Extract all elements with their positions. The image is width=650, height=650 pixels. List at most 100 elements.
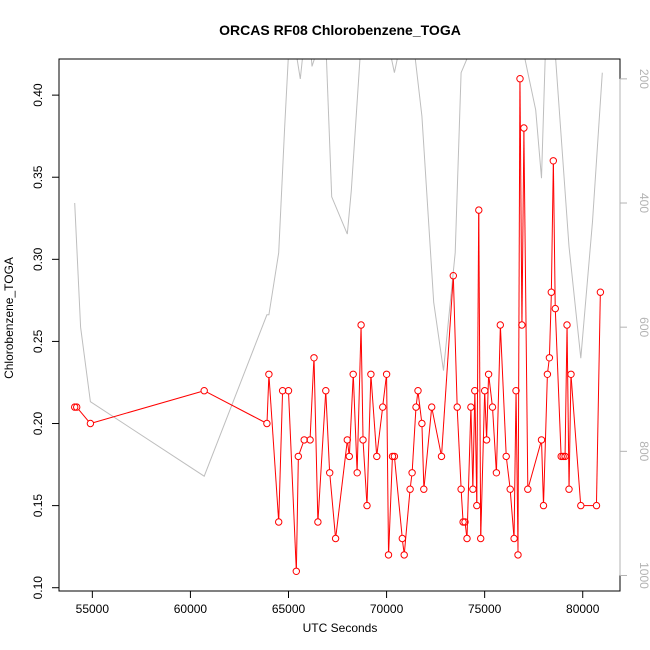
data-point — [326, 469, 334, 477]
data-point — [459, 518, 467, 526]
series-segment — [452, 278, 458, 404]
data-point — [310, 354, 318, 362]
data-point — [363, 501, 371, 510]
series-segment — [382, 377, 387, 404]
data-point — [463, 534, 471, 543]
data-point — [563, 321, 571, 329]
data-point — [200, 387, 208, 395]
data-point — [524, 485, 532, 493]
x-tick-label: 70000 — [370, 602, 404, 616]
series-segment — [411, 410, 417, 470]
data-point — [408, 469, 416, 477]
data-point — [596, 288, 605, 296]
data-point — [543, 370, 552, 378]
data-point — [473, 501, 481, 510]
data-point — [437, 452, 446, 461]
series-segment — [460, 492, 464, 519]
data-point — [420, 485, 428, 493]
data-point — [343, 436, 351, 444]
y2-tick-label: 200 — [637, 69, 650, 89]
data-point — [516, 75, 524, 83]
axes: 0.10 0.15 0.20 0.25 0.30 0.35 0.40 55000 60000 65… — [31, 58, 650, 616]
series-segment — [431, 410, 442, 454]
data-point — [353, 469, 361, 477]
series-segment — [329, 475, 336, 536]
data-point — [567, 370, 575, 378]
data-point — [284, 387, 293, 395]
data-point — [520, 124, 528, 132]
series-segment — [347, 443, 350, 454]
series-segment — [549, 295, 552, 355]
series-segment — [470, 410, 474, 487]
series-segment — [547, 360, 550, 372]
y-tick-label: 0.35 — [31, 165, 45, 189]
data-point — [382, 370, 391, 378]
x-tick-label: 55000 — [76, 602, 110, 616]
data-point — [388, 452, 397, 461]
series-segment — [550, 163, 554, 290]
series-segment — [206, 391, 265, 423]
data-point — [449, 272, 457, 280]
series-segment — [352, 377, 358, 470]
data-point — [467, 403, 475, 411]
data-point — [477, 534, 485, 543]
series-segment — [464, 525, 468, 536]
series-segment — [519, 81, 523, 322]
data-point — [481, 387, 489, 395]
series-segment — [472, 393, 476, 487]
y2-tick-label: 600 — [637, 317, 650, 337]
series-segment — [417, 393, 422, 421]
series-segment — [295, 459, 299, 569]
series-segment — [523, 131, 529, 487]
x-axis-label: UTC Seconds — [303, 621, 378, 635]
series-segment — [496, 328, 501, 470]
data-point — [428, 403, 436, 411]
series-segment — [388, 459, 393, 552]
series-segment — [268, 377, 279, 519]
y-tick-label: 0.25 — [31, 329, 45, 353]
series-segment — [480, 393, 486, 536]
chlorobenzene-series — [71, 75, 605, 575]
series-segment — [370, 377, 377, 454]
y-tick-label: 0.30 — [31, 247, 45, 271]
data-point — [322, 387, 330, 395]
data-point — [357, 321, 365, 329]
series-segment — [596, 295, 601, 503]
series-segment — [488, 377, 493, 404]
x-tick-label: 75000 — [468, 602, 502, 616]
data-point — [359, 436, 367, 444]
data-point — [390, 452, 399, 461]
series-segment — [325, 393, 330, 470]
data-point — [331, 534, 340, 543]
data-point — [561, 452, 569, 461]
data-point — [577, 501, 585, 510]
data-point — [398, 534, 406, 543]
series-segment — [362, 443, 368, 503]
series-segment — [506, 459, 511, 487]
series-segment — [335, 443, 348, 536]
data-point — [414, 387, 422, 395]
data-point — [461, 518, 469, 526]
y-tick-label: 0.10 — [31, 576, 45, 600]
data-point — [514, 551, 522, 559]
data-point — [592, 501, 601, 510]
data-point — [373, 452, 381, 461]
series-segment — [423, 410, 432, 487]
data-point — [565, 485, 573, 493]
data-point — [453, 403, 461, 411]
data-point — [265, 370, 273, 378]
data-point — [86, 419, 95, 428]
series-segment — [521, 131, 525, 322]
series-segment — [278, 393, 283, 519]
series-segment — [500, 328, 507, 454]
series-segment — [528, 442, 542, 487]
series-segment — [288, 393, 297, 569]
x-tick-label: 60000 — [174, 602, 208, 616]
series-segment — [404, 492, 411, 552]
data-point — [71, 403, 79, 411]
data-point — [547, 288, 555, 296]
series-segment — [266, 377, 270, 421]
data-point — [400, 551, 408, 559]
